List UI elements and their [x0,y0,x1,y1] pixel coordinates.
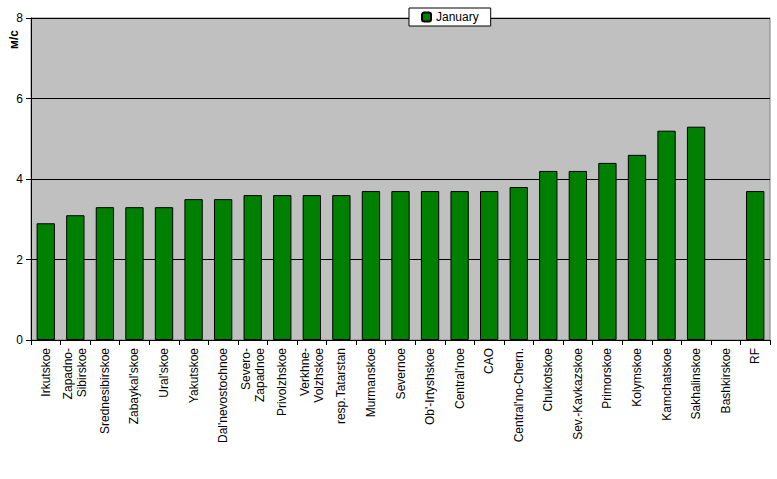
svg-text:Sibirskoe: Sibirskoe [75,348,89,398]
svg-text:Sakhalinskoe: Sakhalinskoe [689,348,703,420]
svg-text:Murmanskoe: Murmanskoe [364,348,378,418]
svg-text:Sev.-Kavkazskoe: Sev.-Kavkazskoe [571,348,585,440]
svg-text:January: January [436,10,479,24]
svg-text:м/с: м/с [7,30,21,49]
svg-text:0: 0 [16,333,23,347]
svg-text:Privolzhskoe: Privolzhskoe [275,348,289,416]
svg-text:Kamchatskoe: Kamchatskoe [660,348,674,421]
svg-text:Zapadno-: Zapadno- [61,348,75,399]
svg-text:Central'noe: Central'noe [453,348,467,409]
svg-text:Central'no-Chern.: Central'no-Chern. [512,348,526,442]
svg-text:Severo-: Severo- [239,348,253,390]
svg-text:Yakutskoe: Yakutskoe [187,348,201,403]
svg-text:Zabaykal'skoe: Zabaykal'skoe [127,348,141,425]
svg-text:Irkutskoe: Irkutskoe [39,348,53,397]
svg-text:Zapadnoe: Zapadnoe [253,348,267,402]
svg-text:Volzhskoe: Volzhskoe [312,348,326,403]
svg-text:Dal'nevostochnoe: Dal'nevostochnoe [216,348,230,443]
svg-text:Ob'-Irtyshskoe: Ob'-Irtyshskoe [423,348,437,425]
svg-text:Kolymskoe: Kolymskoe [630,348,644,407]
svg-text:2: 2 [16,253,23,267]
svg-text:Severnoe: Severnoe [394,348,408,400]
svg-text:8: 8 [16,11,23,25]
svg-text:Chukotskoe: Chukotskoe [541,348,555,412]
svg-text:resp.Tatarstan: resp.Tatarstan [334,348,348,424]
svg-text:CAO: CAO [482,348,496,374]
svg-text:4: 4 [16,172,23,186]
svg-text:Bashkirskoe: Bashkirskoe [719,348,733,414]
svg-text:RF: RF [748,348,762,364]
svg-text:Verkhne-: Verkhne- [298,348,312,396]
svg-text:6: 6 [16,92,23,106]
svg-text:Ural'skoe: Ural'skoe [157,348,171,398]
svg-text:Primorskoe: Primorskoe [600,348,614,409]
svg-text:Srednesibirskoe: Srednesibirskoe [98,348,112,434]
